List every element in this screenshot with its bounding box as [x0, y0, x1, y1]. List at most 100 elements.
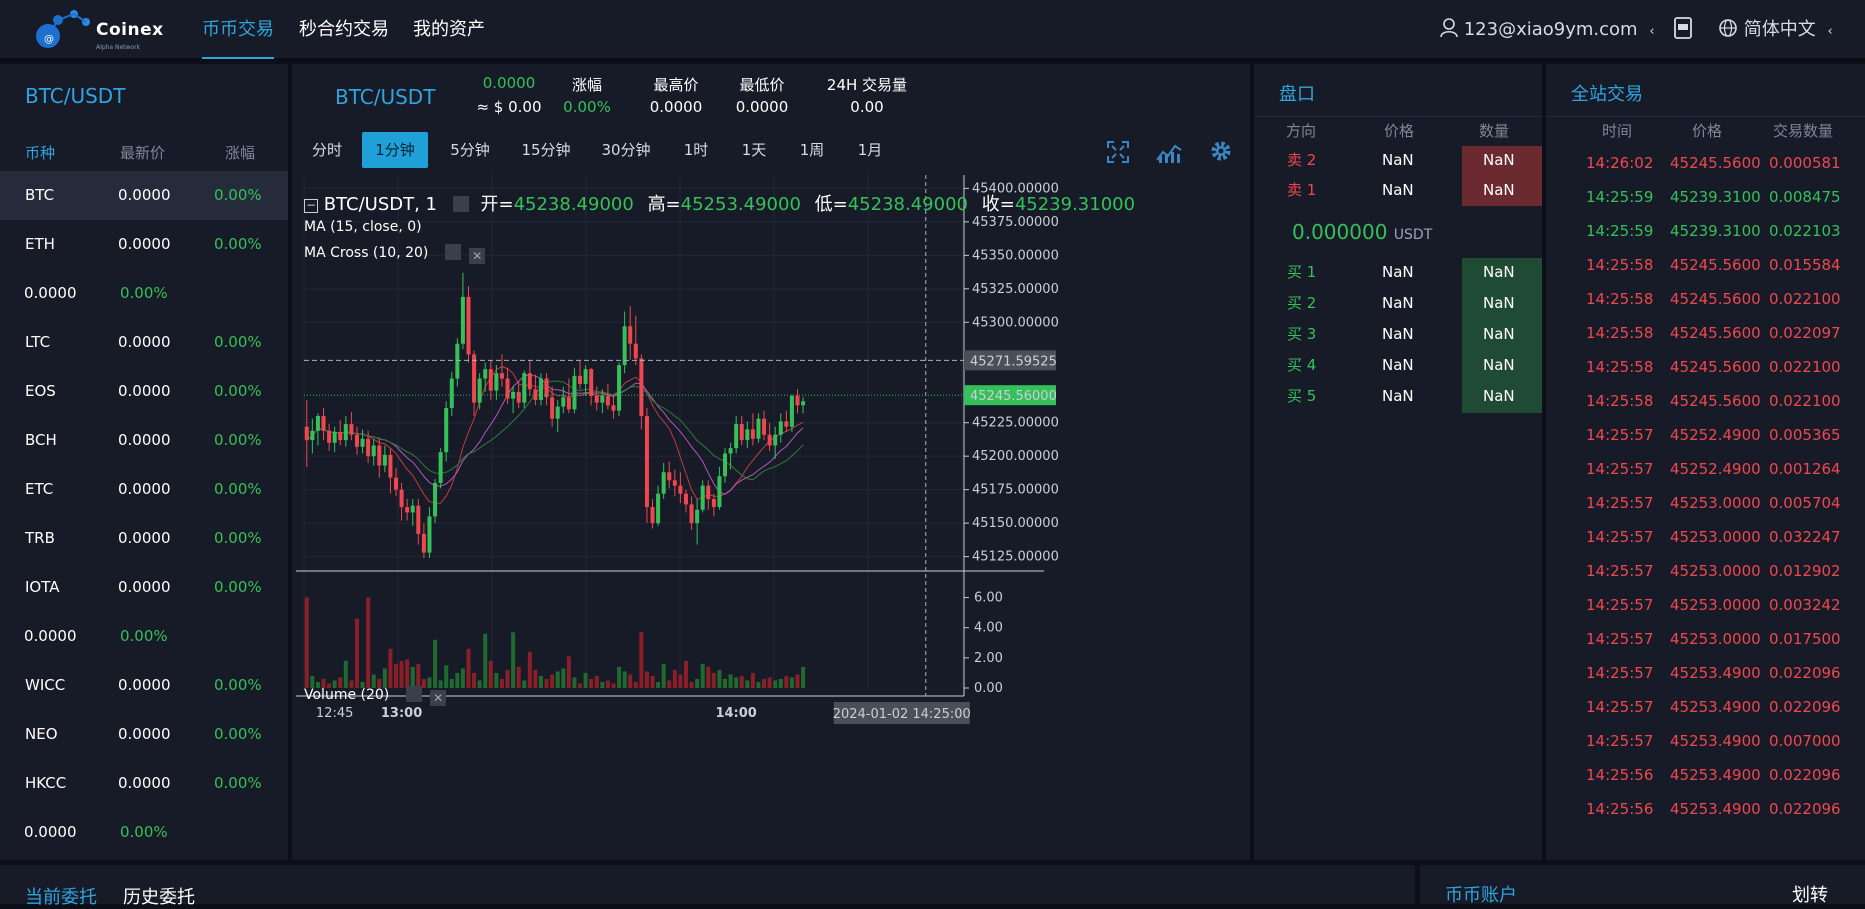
- tf-1week[interactable]: 1周: [799, 141, 825, 159]
- crosshair-price-label: 45271.59525: [970, 354, 1057, 369]
- ob-depth-bar: [1462, 351, 1542, 382]
- close-icon[interactable]: ✕: [430, 690, 447, 706]
- market-row[interactable]: EOS 0.0000 0.00%: [0, 367, 288, 416]
- crosshair-time-label: 2024-01-02 14:25:00: [833, 707, 971, 722]
- ob-side: 买 5: [1287, 387, 1317, 405]
- market-row[interactable]: WICC 0.0000 0.00%: [0, 661, 288, 710]
- tf-1min[interactable]: 1分钟: [362, 132, 428, 168]
- trade-price: 45252.4900: [1670, 460, 1761, 478]
- trade-row: 14:25:57 45253.0000 0.012902: [1546, 554, 1865, 588]
- indicator-chart-icon[interactable]: [1156, 140, 1182, 164]
- ob-bid-row[interactable]: 买 5 NaN NaN: [1254, 382, 1542, 413]
- collapse-icon[interactable]: −: [304, 198, 318, 213]
- study-volume[interactable]: Volume (20) ✕: [304, 686, 447, 706]
- candle-body: [360, 438, 365, 447]
- market-row[interactable]: 0.0000 0.00%: [0, 612, 288, 661]
- trade-row: 14:25:58 45245.5600 0.022100: [1546, 350, 1865, 384]
- candle: [795, 389, 800, 414]
- nav-my-assets[interactable]: 我的资产: [413, 19, 485, 40]
- tab-current-orders[interactable]: 当前委托: [25, 887, 97, 908]
- ob-bid-row[interactable]: 买 1 NaN NaN: [1254, 258, 1542, 289]
- volume-bar: [466, 648, 471, 688]
- market-row[interactable]: 0.0000 0.00%: [0, 269, 288, 318]
- market-row[interactable]: BTC 0.0000 0.00%: [0, 171, 288, 220]
- nav-spot-trading[interactable]: 币币交易: [202, 0, 274, 59]
- candle: [360, 429, 365, 454]
- volume-tick-label: 2.00: [974, 651, 1003, 666]
- study-ma-cross[interactable]: MA Cross (10, 20) ✕: [304, 244, 486, 264]
- nav-second-contract[interactable]: 秒合约交易: [299, 19, 389, 40]
- market-row[interactable]: 0.0000 0.00%: [0, 808, 288, 857]
- study-ma-cross-label: MA Cross (10, 20): [304, 245, 429, 261]
- close-icon[interactable]: ✕: [469, 248, 486, 264]
- ob-bid-row[interactable]: 买 4 NaN NaN: [1254, 351, 1542, 382]
- market-row[interactable]: ETH 0.0000 0.00%: [0, 220, 288, 269]
- tf-1day[interactable]: 1天: [741, 141, 767, 159]
- candle-body: [544, 378, 549, 398]
- volume-bar: [750, 672, 755, 688]
- ob-bid-row[interactable]: 买 3 NaN NaN: [1254, 320, 1542, 351]
- candle: [332, 426, 337, 453]
- tf-realtime[interactable]: 分时: [311, 141, 342, 159]
- candle-body: [466, 296, 471, 355]
- volume-bar: [321, 678, 326, 688]
- market-row[interactable]: ETC 0.0000 0.00%: [0, 465, 288, 514]
- candle: [516, 381, 521, 408]
- volume-bar: [594, 675, 599, 688]
- volume-bar: [449, 678, 454, 688]
- brand-logo[interactable]: @ Coinex Alpha Network: [34, 8, 174, 52]
- tf-5min[interactable]: 5分钟: [450, 141, 490, 159]
- tf-1month[interactable]: 1月: [857, 141, 883, 159]
- fullscreen-icon[interactable]: [1106, 140, 1130, 164]
- candle-body: [789, 395, 794, 427]
- gear-icon[interactable]: [444, 244, 461, 260]
- ob-ask-row[interactable]: 卖 1 NaN NaN: [1254, 176, 1542, 206]
- candle-body: [304, 426, 309, 441]
- gear-icon[interactable]: [452, 196, 469, 212]
- tf-30min[interactable]: 30分钟: [601, 141, 651, 159]
- time-tick-label: 12:45: [316, 706, 353, 721]
- candle-body: [538, 378, 543, 400]
- candles: [304, 272, 806, 558]
- candle: [410, 499, 415, 526]
- volume-bar: [778, 678, 783, 688]
- study-ma[interactable]: MA (15, close, 0): [304, 219, 422, 235]
- candle: [678, 472, 683, 504]
- trade-time: 14:25:57: [1586, 630, 1654, 648]
- gear-icon[interactable]: [1209, 139, 1233, 163]
- market-row[interactable]: LTC 0.0000 0.00%: [0, 318, 288, 367]
- ob-bid-row[interactable]: 买 2 NaN NaN: [1254, 289, 1542, 320]
- candle: [639, 354, 644, 430]
- market-change: 0.00%: [214, 235, 262, 253]
- market-row[interactable]: IOTA 0.0000 0.00%: [0, 563, 288, 612]
- candlestick-chart[interactable]: 45400.00000 45375.00000 45350.00000 45325.0…: [296, 175, 1246, 855]
- market-change: 0.00%: [214, 186, 262, 204]
- candle-body: [394, 477, 399, 490]
- tf-1hour[interactable]: 1时: [683, 141, 709, 159]
- market-row[interactable]: NEO 0.0000 0.00%: [0, 710, 288, 759]
- volume-bar: [728, 674, 733, 688]
- candle-body: [343, 424, 348, 441]
- candle-body: [421, 533, 426, 553]
- gear-icon[interactable]: [405, 686, 422, 702]
- market-price: 0.0000: [24, 823, 77, 841]
- trade-time: 14:25:57: [1586, 664, 1654, 682]
- candle: [600, 389, 605, 414]
- tab-history-orders[interactable]: 历史委托: [123, 887, 195, 908]
- app-download-button[interactable]: [1672, 0, 1694, 60]
- transfer-button[interactable]: 划转: [1792, 885, 1828, 906]
- trade-time: 14:25:59: [1586, 188, 1654, 206]
- trade-price: 45253.0000: [1670, 494, 1761, 512]
- market-row[interactable]: BCH 0.0000 0.00%: [0, 416, 288, 465]
- trade-row: 14:25:57 45253.4900 0.022096: [1546, 656, 1865, 690]
- language-switcher[interactable]: 简体中文 ‹: [1718, 0, 1833, 60]
- market-row[interactable]: HKCC 0.0000 0.00%: [0, 759, 288, 808]
- ob-ask-row[interactable]: 卖 2 NaN NaN: [1254, 146, 1542, 176]
- volume-bar: [678, 674, 683, 688]
- market-row[interactable]: TRB 0.0000 0.00%: [0, 514, 288, 563]
- volume-bar: [572, 677, 577, 688]
- legend-high-value: 45253.49000: [680, 194, 801, 215]
- market-price: 0.0000: [118, 382, 171, 400]
- user-account-menu[interactable]: 123@xiao9ym.com ‹: [1440, 0, 1655, 60]
- tf-15min[interactable]: 15分钟: [521, 141, 571, 159]
